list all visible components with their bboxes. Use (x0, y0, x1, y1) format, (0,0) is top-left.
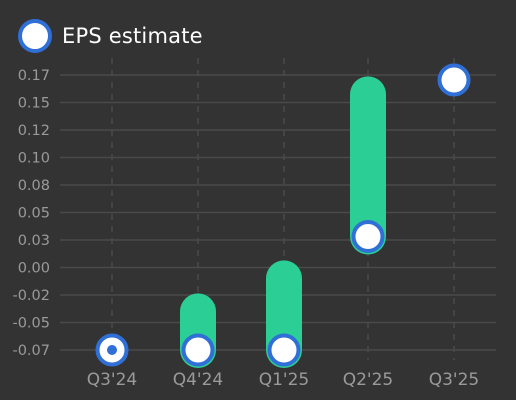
eps-estimate-point (181, 333, 215, 367)
eps-estimate-point (437, 63, 471, 97)
y-tick-label: 0.00 (18, 261, 50, 277)
eps-estimate-point (351, 219, 385, 253)
x-tick-label: Q3'25 (429, 370, 480, 390)
x-tick-label: Q3'24 (87, 370, 138, 390)
range-bar (350, 76, 386, 255)
y-tick-label: -0.05 (12, 316, 50, 332)
y-tick-label: 0.12 (18, 123, 50, 139)
legend-label: EPS estimate (62, 24, 203, 48)
y-tick-label: 0.15 (18, 96, 50, 112)
eps-estimate-point (267, 333, 301, 367)
y-tick-label: 0.03 (18, 233, 50, 249)
legend: EPS estimate (18, 19, 203, 53)
y-tick-label: -0.02 (12, 288, 50, 304)
x-tick-label: Q4'24 (173, 370, 224, 390)
x-tick-label: Q2'25 (343, 370, 394, 390)
y-tick-label: 0.17 (18, 68, 50, 84)
eps-actual-dot (107, 345, 117, 355)
legend-marker-icon (18, 19, 52, 53)
x-tick-label: Q1'25 (259, 370, 310, 390)
y-tick-label: 0.08 (18, 178, 50, 194)
y-tick-label: -0.07 (12, 343, 50, 359)
y-tick-label: 0.10 (18, 151, 50, 167)
y-tick-label: 0.05 (18, 206, 50, 222)
